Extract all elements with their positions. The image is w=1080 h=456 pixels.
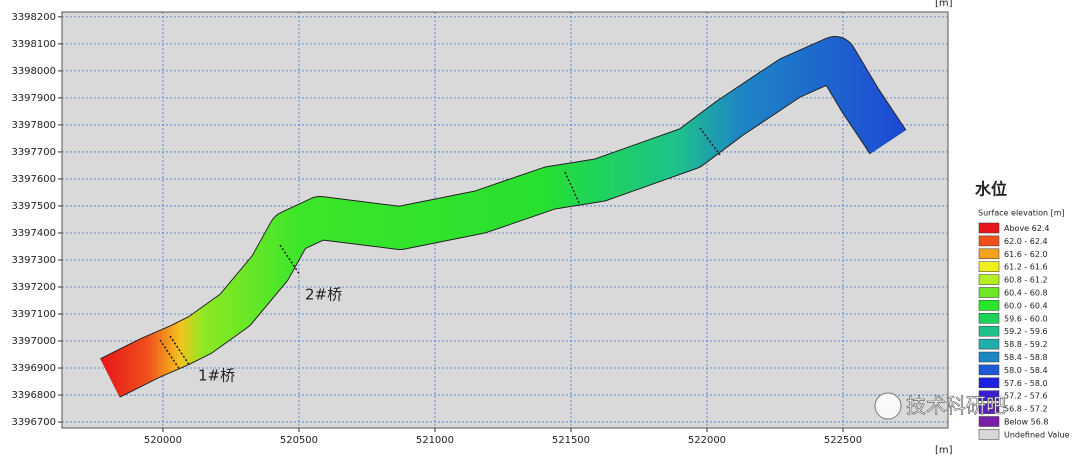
x-unit: [m]	[935, 445, 953, 456]
legend-swatch	[978, 222, 1000, 234]
legend-swatch	[978, 390, 1000, 401]
legend-label: Above 62.4	[1004, 224, 1049, 233]
legend-label: 61.2 - 61.6	[1004, 263, 1048, 272]
y-tick-label: 3397600	[11, 174, 56, 185]
legend-swatch	[978, 261, 1000, 272]
x-tick-label: 522500	[824, 435, 862, 446]
y-tick-label: 3397900	[11, 93, 56, 104]
y-tick-label: 3397400	[11, 228, 56, 239]
legend-label: 57.2 - 57.6	[1004, 392, 1048, 401]
legend-swatch	[978, 403, 1000, 414]
legend-swatch	[978, 248, 1000, 260]
legend-subtitle: Surface elevation [m]	[978, 209, 1065, 218]
legend-label: Undefined Value	[1004, 430, 1070, 439]
legend-swatch	[978, 313, 1000, 324]
y-tick-label: 3396700	[11, 417, 56, 428]
y-tick-label: 3397000	[11, 336, 56, 347]
x-tick-label: 521500	[552, 435, 590, 446]
legend-swatch	[978, 416, 1000, 427]
legend-swatch	[978, 338, 1000, 350]
legend-label: 62.0 - 62.4	[1004, 237, 1048, 246]
watermark: 技术科研吧	[874, 392, 1006, 420]
legend-label: 58.0 - 58.4	[1004, 366, 1048, 375]
y-tick-label: 3398200	[11, 12, 56, 23]
x-tick-label: 522000	[688, 435, 726, 446]
x-tick-label: 520000	[144, 435, 182, 446]
legend-label: 58.8 - 59.2	[1004, 340, 1048, 349]
legend-label: 57.6 - 58.0	[1004, 379, 1048, 388]
legend-label: 60.4 - 60.8	[1004, 289, 1048, 298]
legend-label: 58.4 - 58.8	[1004, 353, 1048, 362]
y-tick-label: 3398100	[11, 39, 56, 50]
y-tick-label: 3397500	[11, 201, 56, 212]
y-unit: [m]	[935, 0, 953, 9]
legend-swatch	[978, 429, 1000, 440]
x-tick-label: 520500	[280, 435, 318, 446]
legend-swatch	[978, 364, 1000, 376]
legend-label: 59.2 - 59.6	[1004, 327, 1048, 336]
legend-swatch	[978, 274, 1000, 285]
y-tick-label: 3396900	[11, 363, 56, 374]
x-tick-label: 521000	[416, 435, 454, 446]
y-tick-label: 3398000	[11, 66, 56, 77]
legend-label: 60.8 - 61.2	[1004, 276, 1048, 285]
y-tick-label: 3397200	[11, 282, 56, 293]
y-tick-label: 3397300	[11, 255, 56, 266]
legend-title: 水位	[975, 180, 1007, 199]
river	[100, 36, 907, 398]
y-tick-label: 3397700	[11, 147, 56, 158]
legend-label: 60.0 - 60.4	[1004, 301, 1048, 310]
bridge-label: 1#桥	[198, 367, 235, 385]
legend-swatch	[978, 325, 1000, 337]
y-tick-label: 3397800	[11, 120, 56, 131]
legend-label: Below 56.8	[1004, 418, 1048, 427]
legend-swatch	[978, 300, 1000, 311]
legend-swatch	[978, 287, 1000, 298]
watermark-text: 技术科研吧	[906, 394, 1006, 418]
legend-swatch	[978, 351, 1000, 363]
y-tick-label: 3397100	[11, 309, 56, 320]
y-tick-label: 3396800	[11, 390, 56, 401]
bridge-label: 2#桥	[305, 286, 342, 304]
legend-label: 61.6 - 62.0	[1004, 250, 1048, 259]
legend-label: 59.6 - 60.0	[1004, 314, 1048, 323]
legend-label: 56.8 - 57.2	[1004, 405, 1048, 414]
legend-swatch	[978, 235, 1000, 247]
legend-swatch	[978, 377, 1000, 389]
